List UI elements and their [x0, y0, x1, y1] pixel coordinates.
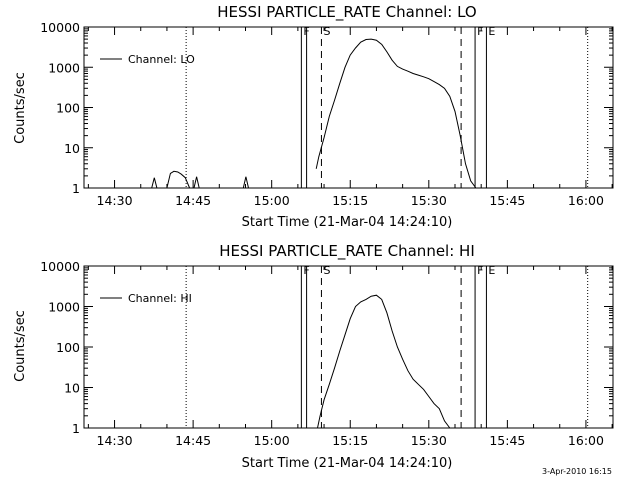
x-tick-label: 14:30 — [97, 433, 133, 448]
event-marker-label: S — [323, 25, 330, 38]
x-tick-label: 16:00 — [568, 193, 604, 208]
y-tick-label: 10 — [64, 141, 80, 156]
y-tick-label: 100 — [56, 101, 80, 116]
x-tick-label: 15:15 — [332, 433, 368, 448]
x-tick-label: 15:45 — [489, 193, 525, 208]
chart-title: HESSI PARTICLE_RATE Channel: HI — [219, 242, 475, 261]
lo-channel-panel: HESSI PARTICLE_RATE Channel: LO Start Ti… — [13, 3, 614, 230]
legend-entry: Channel: HI — [128, 292, 192, 305]
event-marker-label: F — [477, 25, 483, 38]
x-axis-label: Start Time (21-Mar-04 14:24:10) — [242, 215, 453, 230]
series-line — [317, 294, 451, 429]
x-tick-label: 15:45 — [489, 433, 525, 448]
x-tick-label: 15:30 — [411, 433, 447, 448]
x-tick-label: 14:30 — [97, 193, 133, 208]
y-tick-label: 10000 — [40, 20, 80, 35]
y-tick-label: 1 — [72, 421, 80, 436]
series-line — [315, 38, 477, 189]
event-marker-label: E — [488, 264, 495, 277]
series-burst-line — [193, 176, 200, 189]
x-tick-label: 14:45 — [175, 433, 211, 448]
hi-channel-panel: HESSI PARTICLE_RATE Channel: HI Start Ti… — [13, 242, 614, 471]
y-tick-label: 10 — [64, 381, 80, 396]
event-marker-label: S — [323, 264, 330, 277]
x-tick-label: 15:30 — [411, 193, 447, 208]
y-axis-label: Counts/sec — [13, 310, 28, 382]
series-burst-line — [151, 177, 158, 189]
y-axis-label: Counts/sec — [13, 72, 28, 144]
event-marker-label: F — [477, 264, 483, 277]
event-marker-label: E — [488, 25, 495, 38]
series-burst-line — [242, 176, 249, 189]
plot-frame — [83, 26, 614, 189]
y-tick-label: 1000 — [48, 60, 80, 75]
y-tick-label: 100 — [56, 340, 80, 355]
y-tick-label: 10000 — [40, 259, 80, 274]
y-tick-label: 1 — [72, 181, 80, 196]
series-burst-line — [166, 170, 191, 189]
y-tick-label: 1000 — [48, 300, 80, 315]
x-tick-label: 16:00 — [568, 433, 604, 448]
x-tick-label: 15:00 — [254, 193, 290, 208]
x-tick-label: 15:00 — [254, 433, 290, 448]
legend-entry: Channel: LO — [128, 53, 195, 66]
x-tick-label: 15:15 — [332, 193, 368, 208]
footer-timestamp: 3-Apr-2010 16:15 — [542, 467, 612, 476]
x-tick-label: 14:45 — [175, 193, 211, 208]
chart-title: HESSI PARTICLE_RATE Channel: LO — [217, 3, 476, 22]
x-axis-label: Start Time (21-Mar-04 14:24:10) — [242, 456, 453, 471]
plot-frame — [83, 265, 614, 429]
